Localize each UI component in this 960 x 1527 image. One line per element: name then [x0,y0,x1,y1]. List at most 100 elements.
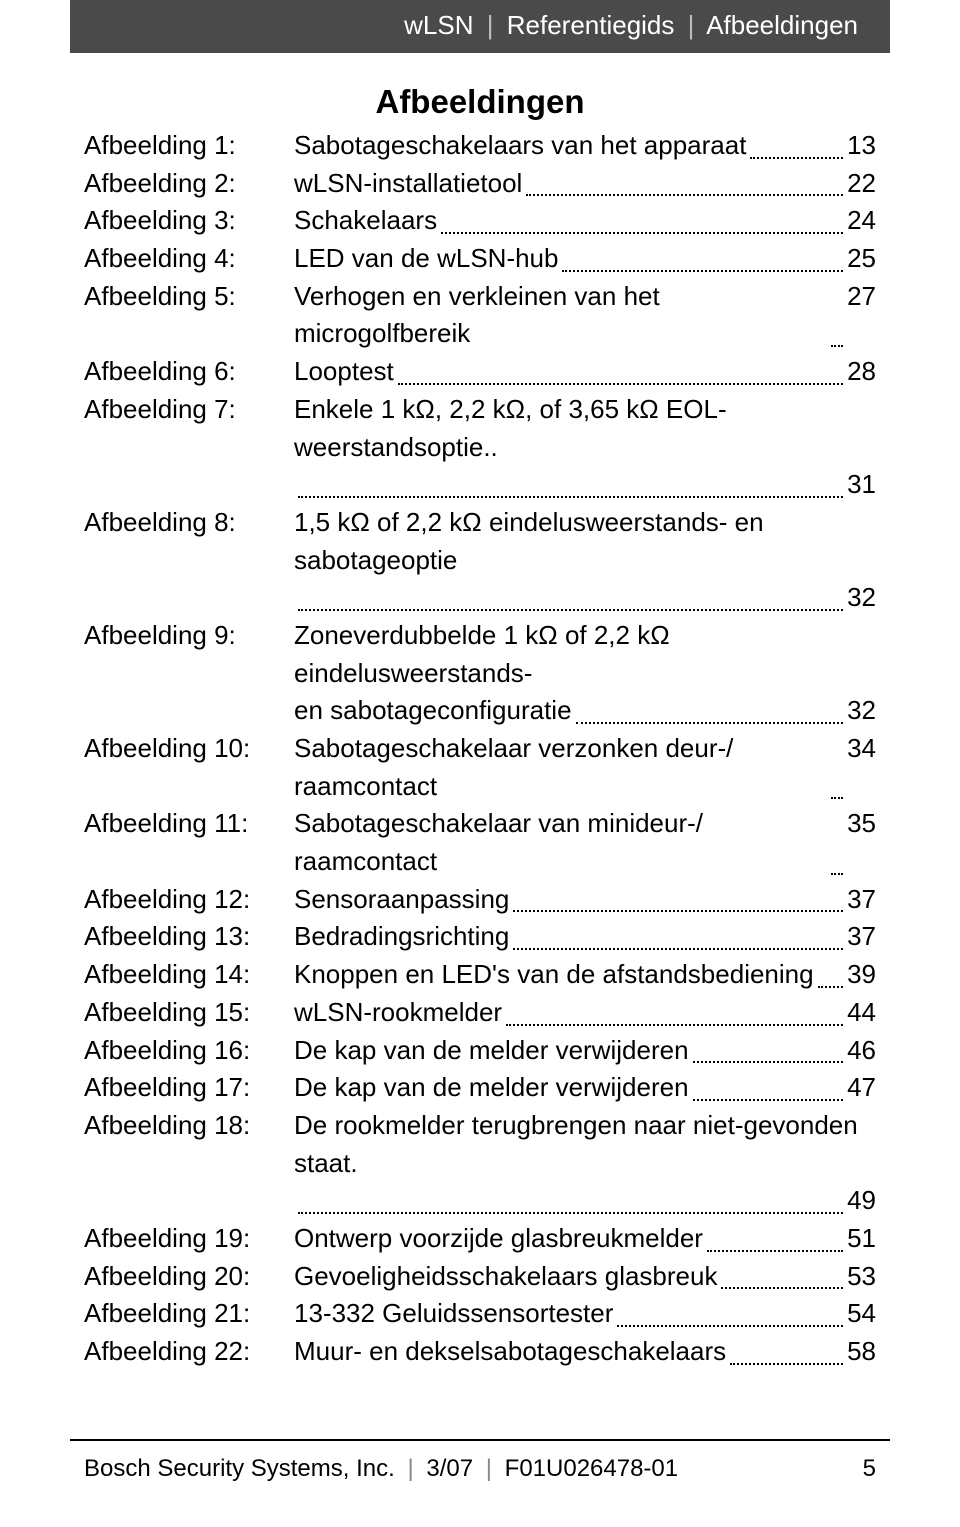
toc-desc: De kap van de melder verwijderen 47 [294,1069,876,1107]
leader-dots [576,698,844,724]
toc-entry: Afbeelding 1:Sabotageschakelaars van het… [84,127,876,165]
toc-entry: Afbeelding 13: Bedradingsrichting37 [84,918,876,956]
toc-desc: Ontwerp voorzijde glasbreukmelder 51 [294,1220,876,1258]
footer-left: Bosch Security Systems, Inc. | 3/07 | F0… [84,1455,678,1483]
toc-entry: Afbeelding 16:De kap van de melder verwi… [84,1032,876,1070]
toc-desc: LED van de wLSN-hub25 [294,240,876,278]
toc-page: 51 [847,1220,876,1258]
toc-label: Afbeelding 21: [84,1295,294,1333]
toc-desc: Schakelaars24 [294,202,876,240]
leader-dots [721,1263,843,1289]
toc-label: Afbeelding 16: [84,1032,294,1070]
leader-dots [617,1301,843,1327]
toc-page: 24 [847,202,876,240]
toc-title: Afbeeldingen [84,83,876,121]
toc-label: Afbeelding 1: [84,127,294,165]
toc-desc-text: De kap van de melder verwijderen [294,1032,689,1070]
leader-dots [831,849,843,875]
toc-desc: Looptest28 [294,353,876,391]
toc-page: 31 [847,466,876,504]
toc-desc: Verhogen en verkleinen van het microgolf… [294,278,876,353]
toc-page: 22 [847,165,876,203]
toc-entry: Afbeelding 9:Zoneverdubbelde 1 kΩ of 2,2… [84,617,876,730]
toc-desc: 1,5 kΩ of 2,2 kΩ eindelusweerstands- en … [294,504,876,617]
header-part-1: wLSN [404,10,473,40]
toc-page: 37 [847,881,876,919]
toc-desc: Gevoeligheidsschakelaars glasbreuk53 [294,1258,876,1296]
leader-dots [398,359,843,385]
leader-dots [693,1037,844,1063]
toc-desc: wLSN-rookmelder44 [294,994,876,1032]
leader-dots [526,170,843,196]
leader-dots [506,1000,843,1026]
footer-rule [70,1439,890,1441]
toc-page: 47 [847,1069,876,1107]
toc-desc-text: Verhogen en verkleinen van het microgolf… [294,278,827,353]
toc-desc: Muur- en dekselsabotageschakelaars 58 [294,1333,876,1371]
toc-page: 37 [847,918,876,956]
toc-desc: Sensoraanpassing37 [294,881,876,919]
toc-desc: Bedradingsrichting37 [294,918,876,956]
toc-desc: Sabotageschakelaar van minideur-/ raamco… [294,805,876,880]
leader-dots [750,133,843,159]
toc-label: Afbeelding 22: [84,1333,294,1371]
footer-docnum: F01U026478-01 [505,1455,678,1482]
separator-icon: | [407,1455,413,1482]
toc-desc-text: wLSN-installatietool [294,165,522,203]
toc-desc-text: Knoppen en LED's van de afstandsbedienin… [294,956,814,994]
toc-desc: Sabotageschakelaar verzonken deur-/ raam… [294,730,876,805]
toc-desc: Zoneverdubbelde 1 kΩ of 2,2 kΩ eindelusw… [294,617,876,730]
toc-entry: Afbeelding 11:Sabotageschakelaar van min… [84,805,876,880]
toc-page: 39 [847,956,876,994]
footer-company: Bosch Security Systems, Inc. [84,1455,395,1482]
toc-entry: Afbeelding 20:Gevoeligheidsschakelaars g… [84,1258,876,1296]
toc-desc-text: De rookmelder terugbrengen naar niet-gev… [294,1107,876,1182]
toc-label: Afbeelding 15: [84,994,294,1032]
toc-desc-text: De kap van de melder verwijderen [294,1069,689,1107]
separator-icon: | [487,10,494,40]
separator-icon: | [688,10,695,40]
toc-entry: Afbeelding 7:Enkele 1 kΩ, 2,2 kΩ, of 3,6… [84,391,876,504]
toc-desc-text: Sabotageschakelaar verzonken deur-/ raam… [294,730,827,805]
toc-desc-text: en sabotageconfiguratie [294,692,572,730]
toc-entry: Afbeelding 10:Sabotageschakelaar verzonk… [84,730,876,805]
toc-desc-text: 1,5 kΩ of 2,2 kΩ eindelusweerstands- en … [294,504,876,579]
toc-list: Afbeelding 1:Sabotageschakelaars van het… [84,127,876,1371]
toc-desc-text: Zoneverdubbelde 1 kΩ of 2,2 kΩ eindelusw… [294,617,876,692]
toc-label: Afbeelding 11: [84,805,294,843]
toc-page: 28 [847,353,876,391]
toc-desc-text: Enkele 1 kΩ, 2,2 kΩ, of 3,65 kΩ EOL-weer… [294,391,876,466]
header-part-3: Afbeeldingen [706,10,858,40]
toc-page: 34 [847,730,876,768]
toc-entry: Afbeelding 15:wLSN-rookmelder44 [84,994,876,1032]
leader-dots [298,472,843,498]
footer-date: 3/07 [426,1455,473,1482]
toc-label: Afbeelding 14: [84,956,294,994]
toc-entry: Afbeelding 14:Knoppen en LED's van de af… [84,956,876,994]
leader-dots [298,1188,843,1214]
toc-entry: Afbeelding 6:Looptest28 [84,353,876,391]
leader-dots [818,962,843,988]
toc-desc: Knoppen en LED's van de afstandsbedienin… [294,956,876,994]
toc-desc-text: Muur- en dekselsabotageschakelaars [294,1333,726,1371]
toc-page: 53 [847,1258,876,1296]
toc-label: Afbeelding 17: [84,1069,294,1107]
leader-dots [562,246,843,272]
toc-entry: Afbeelding 2:wLSN-installatietool22 [84,165,876,203]
toc-desc-text: Ontwerp voorzijde glasbreukmelder [294,1220,703,1258]
toc-desc: De kap van de melder verwijderen 46 [294,1032,876,1070]
toc-desc-text: Sabotageschakelaars van het apparaat [294,127,746,165]
toc-label: Afbeelding 9: [84,617,294,655]
toc-page: 13 [847,127,876,165]
leader-dots [298,585,843,611]
toc-page: 32 [847,692,876,730]
toc-desc: Enkele 1 kΩ, 2,2 kΩ, of 3,65 kΩ EOL-weer… [294,391,876,504]
toc-label: Afbeelding 13: [84,918,294,956]
leader-dots [707,1226,843,1252]
toc-page: 58 [847,1333,876,1371]
toc-desc: Sabotageschakelaars van het apparaat 13 [294,127,876,165]
leader-dots [513,886,843,912]
toc-entry: Afbeelding 8:1,5 kΩ of 2,2 kΩ eindeluswe… [84,504,876,617]
toc-page: 46 [847,1032,876,1070]
toc-desc: De rookmelder terugbrengen naar niet-gev… [294,1107,876,1220]
